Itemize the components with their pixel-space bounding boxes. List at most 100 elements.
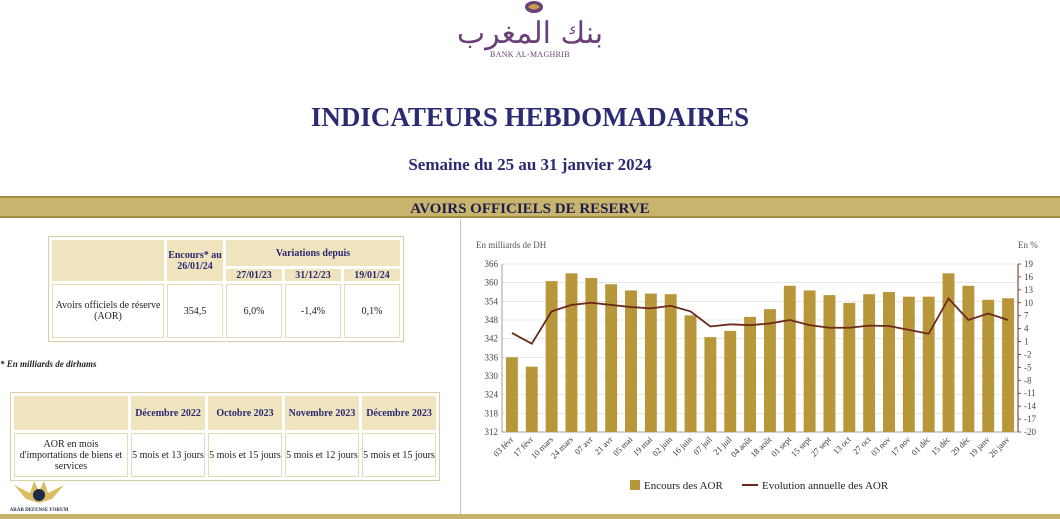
variation-date-header: 31/12/23	[285, 269, 341, 281]
bar	[922, 296, 935, 432]
left-axis-title: En milliards de DH	[476, 240, 547, 250]
variations-header: Variations depuis	[226, 240, 400, 266]
months-value: 5 mois et 12 jours	[285, 433, 359, 477]
x-tick-label: 02 juin	[650, 434, 674, 458]
aor-import-months-table: Décembre 2022 Octobre 2023 Novembre 2023…	[10, 392, 440, 481]
variation-date-header: 19/01/24	[344, 269, 400, 281]
x-tick-label: 21 avr	[592, 434, 614, 456]
month-header: Décembre 2022	[131, 396, 205, 430]
bar	[763, 309, 776, 432]
series-line	[511, 296, 1009, 345]
bar	[644, 293, 657, 432]
y-tick-right: 1	[1024, 337, 1029, 347]
section-title: AVOIRS OFFICIELS DE RESERVE	[0, 196, 1060, 218]
month-header: Décembre 2023	[362, 396, 436, 430]
x-tick-label: 04 août	[729, 434, 754, 459]
y-tick-left: 366	[485, 259, 499, 269]
y-tick-right: 16	[1024, 272, 1034, 282]
page-title: INDICATEURS HEBDOMADAIRES	[310, 102, 750, 132]
bar	[783, 285, 796, 432]
x-tick-label: 19 mai	[631, 434, 655, 458]
months-value: 5 mois et 15 jours	[362, 433, 436, 477]
bar	[505, 357, 518, 432]
months-value: 5 mois et 13 jours	[131, 433, 205, 477]
x-tick-label: 17 nov	[889, 434, 913, 458]
bar	[585, 278, 598, 432]
encours-header: Encours* au 26/01/24	[167, 240, 223, 281]
bar	[684, 315, 697, 432]
x-tick-label: 15 déc	[929, 434, 952, 457]
units-note: * En milliards de dirhams	[0, 359, 97, 369]
y-tick-right: 4	[1024, 324, 1029, 334]
column-divider	[460, 220, 461, 514]
y-tick-left: 348	[485, 315, 499, 325]
y-tick-left: 324	[485, 390, 499, 400]
bar	[525, 366, 538, 432]
y-tick-right: -14	[1024, 401, 1036, 411]
encours-label: Encours* au	[168, 249, 222, 261]
bar	[545, 281, 558, 432]
x-tick-label: 07 avr	[572, 434, 594, 456]
logo-arabic-text: بنك المغرب	[456, 16, 604, 51]
bar	[625, 290, 637, 432]
bar	[843, 302, 856, 432]
variation-date-header: 27/01/23	[226, 269, 282, 281]
x-tick-label: 19 janv	[967, 434, 992, 459]
y-tick-left: 342	[485, 334, 499, 344]
bank-logo: بنك المغرب BANK AL-MAGHRIB	[455, 0, 605, 64]
y-tick-right: 7	[1024, 311, 1029, 321]
y-tick-right: 19	[1024, 259, 1034, 269]
bar	[605, 284, 618, 432]
right-axis-title: En %	[1018, 240, 1038, 250]
y-tick-right: -20	[1024, 427, 1036, 437]
y-tick-right: 13	[1024, 285, 1034, 295]
bar	[982, 299, 995, 432]
aor-summary-table: Encours* au 26/01/24 Variations depuis 2…	[48, 236, 404, 342]
forum-watermark-badge: ARAB DEFENSE FORUM	[10, 481, 69, 513]
x-tick-label: 24 mars	[549, 434, 575, 460]
row-label: Avoirs officiels de réserve (AOR)	[52, 284, 164, 338]
y-tick-left: 330	[485, 371, 499, 381]
encours-date: 26/01/24	[177, 260, 213, 272]
forum-badge-text: ARAB DEFENSE FORUM	[10, 508, 69, 513]
variation-value: 6,0%	[226, 284, 282, 338]
legend-label-bars: Encours des AOR	[644, 480, 723, 492]
y-tick-left: 318	[485, 408, 499, 418]
aor-chart-svg: En milliards de DH En % 312 318 324 330 336 3…	[476, 240, 1038, 492]
bar	[902, 296, 915, 432]
row-label: AOR en mois d'importations de biens et s…	[14, 433, 128, 477]
month-header: Octobre 2023	[208, 396, 282, 430]
bar	[744, 316, 757, 432]
y-tick-right: -11	[1024, 388, 1036, 398]
bar	[883, 292, 895, 432]
x-tick-label: 07 juil	[691, 434, 714, 457]
variation-value: 0,1%	[344, 284, 400, 338]
months-value: 5 mois et 15 jours	[208, 433, 282, 477]
month-header: Novembre 2023	[285, 396, 359, 430]
x-tick-label: 05 mai	[611, 434, 635, 458]
legend-label-line: Evolution annuelle des AOR	[762, 480, 889, 492]
bar	[962, 285, 975, 432]
y-tick-left: 336	[485, 352, 499, 362]
bottom-band	[0, 514, 1060, 519]
encours-value: 354,5	[167, 284, 223, 338]
y-tick-right: -17	[1024, 414, 1036, 424]
x-tick-label: 16 juin	[670, 434, 694, 458]
y-tick-right: -5	[1024, 362, 1032, 372]
x-tick-label: 27 sept	[809, 434, 834, 459]
y-tick-right: -8	[1024, 375, 1032, 385]
x-tick-label: 01 déc	[909, 434, 932, 457]
table-corner	[14, 396, 128, 430]
x-tick-label: 13 oct	[831, 434, 853, 456]
y-tick-left: 360	[485, 278, 499, 288]
week-subtitle: Semaine du 25 au 31 janvier 2024	[408, 155, 652, 174]
bar	[803, 290, 816, 432]
x-tick-label: 18 août	[748, 434, 773, 459]
y-tick-left: 354	[485, 296, 499, 306]
bar	[942, 273, 955, 432]
x-tick-label: 01 sept	[769, 434, 794, 459]
table-corner	[52, 240, 164, 281]
bar	[863, 294, 876, 432]
y-tick-right: -2	[1024, 349, 1032, 359]
bar	[823, 295, 836, 432]
